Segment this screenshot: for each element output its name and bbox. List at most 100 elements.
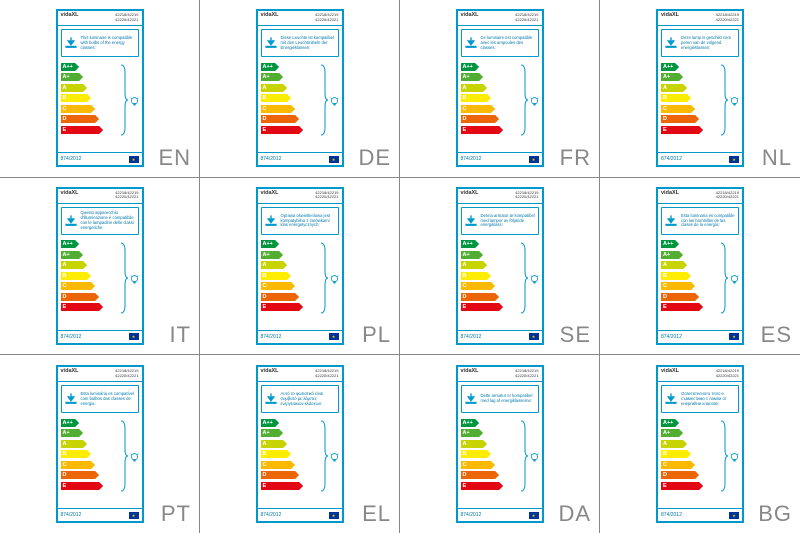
rating-arrow-A: A — [661, 440, 683, 448]
description-text: This luminaire is compatible with bulbs … — [81, 36, 136, 50]
card-footer: 874/2012★ — [458, 152, 542, 165]
rating-arrow-A: A — [661, 261, 683, 269]
rating-arrow-B: B — [261, 94, 287, 102]
product-codes: 42218/4221942220/42221 — [315, 191, 338, 203]
bracket-icon — [320, 419, 328, 493]
brand-text: vidaXL — [661, 369, 679, 381]
rating-area: A++A+ABCDE — [58, 416, 142, 508]
eu-flag-icon: ★ — [129, 333, 139, 340]
lamp-icon — [64, 36, 78, 50]
description-box: Deze lamp is geschikt voor peren van de … — [661, 29, 739, 57]
energy-label-card: vidaXL42218/4221942220/42221Questo appar… — [56, 187, 144, 345]
bracket-icon — [120, 241, 128, 315]
brand-text: vidaXL — [261, 191, 279, 203]
rating-arrow-C: C — [61, 282, 91, 290]
bracket-icon — [120, 63, 128, 137]
eu-flag-icon: ★ — [329, 156, 339, 163]
regulation-text: 874/2012 — [261, 334, 282, 340]
rating-arrow-B: B — [261, 450, 287, 458]
rating-arrow-C: C — [61, 105, 91, 113]
bulb-icon — [529, 450, 540, 461]
product-codes: 42218/4221942220/42221 — [515, 13, 538, 25]
card-header: vidaXL42218/4221942220/42221 — [458, 11, 542, 26]
rating-arrow-E: E — [661, 126, 699, 134]
rating-arrow-D: D — [261, 115, 295, 123]
rating-arrow-A: A — [261, 261, 283, 269]
rating-arrow-D: D — [61, 471, 95, 479]
rating-arrow-Aplusplus: A++ — [61, 240, 75, 248]
energy-label-card: vidaXL42218/4221942220/42221Esta luminar… — [656, 187, 744, 345]
rating-arrow-D: D — [461, 115, 495, 123]
regulation-text: 874/2012 — [461, 512, 482, 518]
brand-text: vidaXL — [261, 369, 279, 381]
energy-label-grid: vidaXL42218/4221942220/42221This luminai… — [0, 0, 800, 533]
rating-arrow-B: B — [661, 94, 687, 102]
rating-area: A++A+ABCDE — [458, 416, 542, 508]
rating-area: A++A+ABCDE — [458, 60, 542, 152]
label-cell-se: vidaXL42218/4221942220/42221Denna armatu… — [400, 178, 600, 356]
language-code: DA — [558, 501, 591, 527]
rating-arrow-Aplusplus: A++ — [461, 63, 475, 71]
rating-arrow-E: E — [661, 482, 699, 490]
rating-arrow-B: B — [261, 272, 287, 280]
card-header: vidaXL42218/4221942220/42221 — [258, 367, 342, 382]
description-box: Ce luminaire est compatible avec les amp… — [461, 29, 539, 57]
rating-arrow-Aplus: A+ — [261, 73, 279, 81]
brand-text: vidaXL — [661, 191, 679, 203]
rating-area: A++A+ABCDE — [58, 60, 142, 152]
bulb-icon — [729, 94, 740, 105]
description-text: Oprawa oświetleniowa jest kompatybilna z… — [281, 214, 336, 228]
rating-arrow-D: D — [461, 293, 495, 301]
eu-flag-icon: ★ — [529, 512, 539, 519]
rating-arrow-E: E — [461, 482, 499, 490]
regulation-text: 874/2012 — [61, 334, 82, 340]
rating-arrow-E: E — [61, 126, 99, 134]
bracket-icon — [720, 63, 728, 137]
rating-arrow-E: E — [261, 126, 299, 134]
rating-arrow-Aplus: A+ — [61, 429, 79, 437]
product-codes: 42218/4221942220/42221 — [115, 369, 138, 381]
card-footer: 874/2012★ — [258, 330, 342, 343]
bracket-icon — [120, 419, 128, 493]
bulb-icon — [729, 450, 740, 461]
eu-flag-icon: ★ — [129, 156, 139, 163]
rating-arrow-D: D — [61, 293, 95, 301]
lamp-icon — [464, 392, 478, 406]
bracket-icon — [520, 241, 528, 315]
rating-arrow-E: E — [461, 303, 499, 311]
rating-area: A++A+ABCDE — [658, 416, 742, 508]
bracket-icon — [520, 419, 528, 493]
brand-text: vidaXL — [461, 191, 479, 203]
eu-flag-icon: ★ — [729, 512, 739, 519]
rating-arrow-C: C — [661, 461, 691, 469]
rating-arrow-E: E — [461, 126, 499, 134]
lamp-icon — [664, 36, 678, 50]
rating-arrow-Aplus: A+ — [661, 251, 679, 259]
rating-arrow-B: B — [61, 450, 87, 458]
rating-arrow-Aplusplus: A++ — [661, 419, 675, 427]
rating-arrow-E: E — [61, 482, 99, 490]
rating-arrow-Aplusplus: A++ — [461, 240, 475, 248]
bulb-icon — [529, 272, 540, 283]
rating-arrow-D: D — [661, 115, 695, 123]
label-cell-fr: vidaXL42218/4221942220/42221 Ce luminaire… — [400, 0, 600, 178]
card-footer: 874/2012★ — [658, 152, 742, 165]
lamp-icon — [64, 214, 78, 228]
regulation-text: 874/2012 — [461, 334, 482, 340]
brand-text: vidaXL — [61, 369, 79, 381]
regulation-text: 874/2012 — [61, 156, 82, 162]
language-code: DE — [358, 145, 391, 171]
label-cell-bg: vidaXL42218/4221942220/42221Осветителнот… — [600, 355, 800, 533]
card-header: vidaXL42218/4221942220/42221 — [458, 367, 542, 382]
rating-arrow-Aplusplus: A++ — [461, 419, 475, 427]
language-code: PL — [362, 322, 391, 348]
rating-area: A++A+ABCDE — [258, 416, 342, 508]
eu-flag-icon: ★ — [729, 333, 739, 340]
eu-flag-icon: ★ — [529, 156, 539, 163]
rating-arrow-B: B — [61, 94, 87, 102]
rating-arrow-E: E — [61, 303, 99, 311]
energy-label-card: vidaXL42218/4221942220/42221Deze lamp is… — [656, 9, 744, 167]
language-code: IT — [169, 322, 191, 348]
card-footer: 874/2012★ — [458, 330, 542, 343]
regulation-text: 874/2012 — [261, 156, 282, 162]
